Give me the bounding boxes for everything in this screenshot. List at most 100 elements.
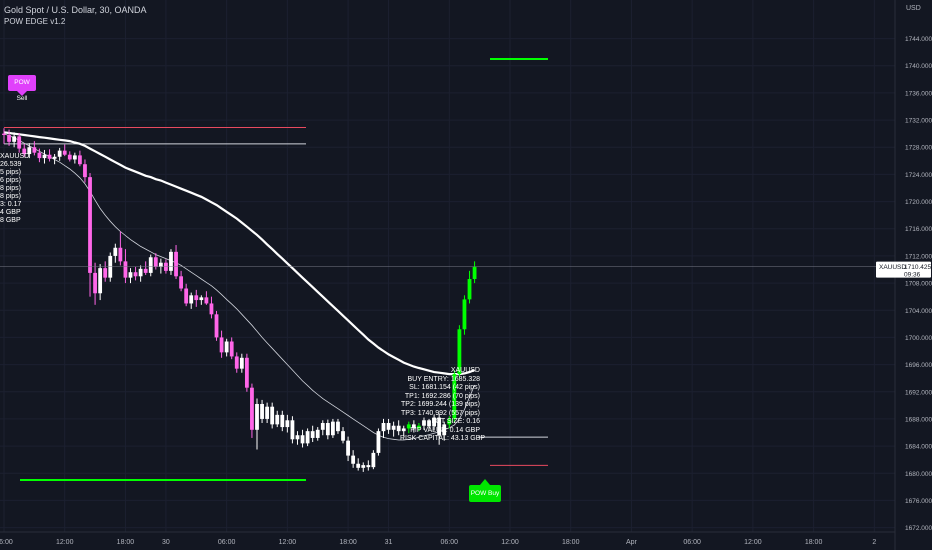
price-tag-symbol: XAUUSD: [879, 264, 906, 271]
candle-body: [422, 420, 426, 426]
sell-info-line: 4 GBP: [0, 209, 21, 216]
candle: [88, 173, 92, 297]
candle-body: [331, 421, 335, 436]
candle: [437, 413, 442, 445]
indicator-title[interactable]: POW EDGE v1.2: [4, 17, 66, 26]
price-tick-label: 1692.000: [905, 389, 932, 396]
candle: [12, 132, 17, 148]
candle: [452, 370, 457, 424]
candle: [280, 410, 285, 432]
candle-body: [78, 155, 82, 165]
candle: [442, 421, 447, 441]
price-tick-label: 1732.000: [905, 118, 932, 125]
candle-body: [341, 431, 345, 441]
candle-body: [229, 341, 234, 357]
signal-markers: [17, 91, 490, 485]
price-tick-label: 1688.000: [905, 416, 932, 423]
candle: [229, 337, 234, 360]
candle: [270, 402, 275, 429]
candle: [432, 414, 436, 431]
candle-body: [346, 440, 350, 456]
time-tick-label: 06:00: [441, 539, 459, 546]
symbol-title[interactable]: Gold Spot / U.S. Dollar, 30, OANDA: [4, 5, 147, 15]
candle: [234, 352, 239, 373]
candle: [118, 231, 123, 266]
price-tick-label: 1736.000: [905, 90, 932, 97]
candle-body: [457, 329, 462, 375]
candle-body: [244, 357, 249, 388]
candle-body: [174, 251, 178, 277]
candle-body: [315, 429, 320, 438]
candle: [371, 450, 376, 470]
candle-body: [37, 152, 42, 159]
candle: [427, 418, 431, 430]
time-axis[interactable]: 06:00 12:00 18:00 30 06:00 12:00 18:00 31 06:00 1…: [0, 539, 876, 546]
candle-body: [98, 268, 103, 294]
candle: [93, 262, 97, 305]
candle: [103, 261, 108, 282]
price-tick-label: 1744.000: [905, 36, 932, 43]
candle-body: [437, 417, 442, 436]
time-tick-label: 30: [162, 539, 170, 546]
time-tick-label: Apr: [626, 539, 638, 546]
candle: [204, 291, 209, 305]
price-tick-label: 1700.000: [905, 335, 932, 342]
candle-body: [295, 435, 300, 440]
candle-body: [366, 465, 371, 468]
candle: [346, 436, 350, 462]
candle-body: [158, 262, 163, 267]
price-tick-label: 1684.000: [905, 444, 932, 451]
candle-body: [255, 403, 259, 430]
candle-body: [371, 452, 376, 468]
candle-body: [447, 418, 452, 425]
candle-body: [290, 420, 295, 440]
price-tick-label: 1716.000: [905, 226, 932, 233]
time-tick-label: 18:00: [805, 539, 823, 546]
candle: [52, 154, 57, 165]
candle-body: [2, 133, 6, 136]
candle-body: [224, 341, 229, 353]
price-axis[interactable]: 1672.000 1676.000 1680.000 1684.000 1688.000…: [905, 36, 932, 532]
sell-trade-info: XAUUSD 26.539 5 pips) 6 pips) 8 pips) 8 pips)…: [0, 153, 29, 225]
candle-body: [143, 268, 148, 273]
candle: [341, 427, 345, 444]
candle: [310, 425, 315, 443]
candle: [224, 338, 229, 357]
candle-body: [138, 268, 143, 277]
price-tag-countdown: 09:36: [904, 272, 921, 279]
candle: [184, 283, 189, 307]
candle: [417, 423, 421, 432]
price-tick-label: 1740.000: [905, 63, 932, 70]
price-tick-label: 1696.000: [905, 362, 932, 369]
candle-body: [376, 431, 381, 453]
candle-body: [133, 272, 138, 277]
time-tick-label: 12:00: [279, 539, 297, 546]
time-tick-label: 18:00: [339, 539, 357, 546]
candle-body: [351, 455, 356, 464]
candle-body: [300, 435, 305, 444]
candle-body: [462, 299, 467, 330]
candle-body: [22, 148, 27, 155]
candle-body: [83, 164, 87, 178]
sell-info-line: 3: 0.17: [0, 201, 22, 208]
candle-body: [47, 154, 52, 159]
candle: [255, 398, 259, 450]
candle-body: [12, 136, 17, 142]
candle-body: [442, 424, 447, 436]
ema-fast-line: [3, 133, 475, 441]
candle-body: [336, 421, 340, 432]
candle: [406, 421, 411, 434]
candle: [305, 428, 310, 447]
candle: [42, 149, 47, 164]
sell-info-line: 26.539: [0, 161, 22, 168]
candle-body: [189, 295, 194, 304]
price-tag-value: 1710.425: [904, 264, 931, 271]
candle: [467, 270, 472, 304]
candle: [62, 144, 67, 157]
candle-body: [396, 425, 401, 432]
candle: [336, 418, 340, 434]
price-tick-label: 1672.000: [905, 525, 932, 532]
pow-buy-label: POW Buy: [469, 485, 501, 502]
trade-info-line: SL: 1681.154 (42 pips): [409, 384, 480, 391]
